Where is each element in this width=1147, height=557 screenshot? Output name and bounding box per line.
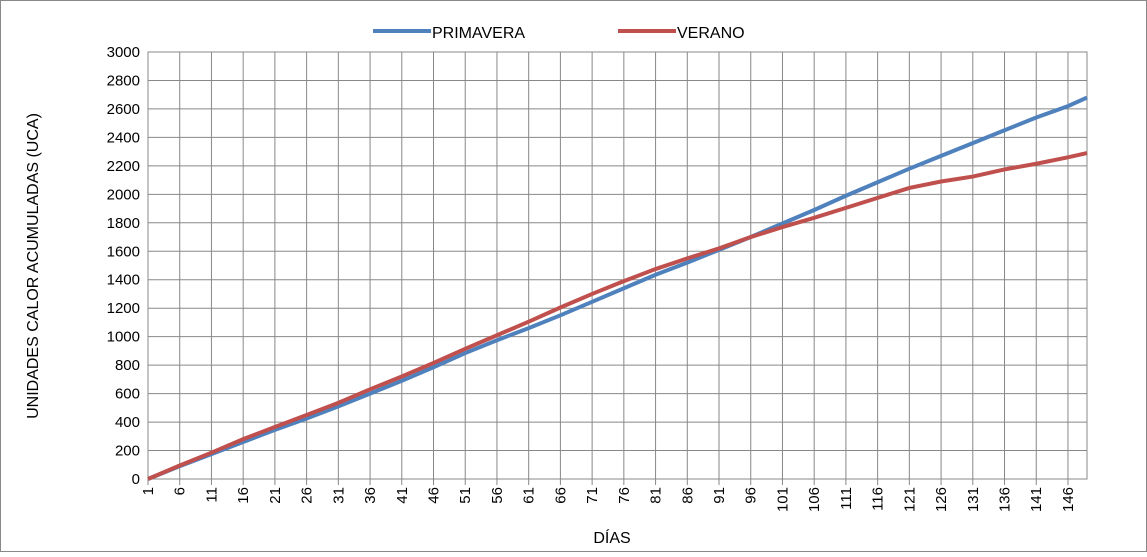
- x-tick-label: 91: [711, 487, 728, 504]
- x-tick-label: 21: [267, 487, 284, 504]
- y-tick-label: 1800: [107, 215, 140, 232]
- x-tick-label: 131: [965, 487, 982, 512]
- y-tick-label: 1600: [107, 243, 140, 260]
- x-tick-label: 56: [489, 487, 506, 504]
- legend-label: PRIMAVERA: [432, 25, 525, 42]
- plot-border: [147, 51, 1088, 480]
- line: [147, 95, 1088, 481]
- line: [147, 151, 1088, 481]
- y-tick-label: 800: [115, 357, 140, 374]
- y-tick-label: 2800: [107, 72, 140, 89]
- y-tick-label: 2400: [107, 129, 140, 146]
- x-tick-label: 26: [299, 487, 316, 504]
- y-tick-label: 2200: [107, 158, 140, 175]
- y-tick-label: 1200: [107, 300, 140, 317]
- x-tick-label: 116: [870, 487, 887, 511]
- y-tick-label: 2600: [107, 101, 140, 118]
- x-axis-label: DÍAS: [593, 528, 630, 547]
- x-tick-label: 86: [679, 487, 696, 504]
- y-tick-label: 0: [132, 471, 140, 488]
- x-tick-label: 41: [394, 487, 411, 504]
- x-tick-label: 111: [838, 487, 855, 510]
- x-tick-label: 146: [1060, 487, 1077, 512]
- y-tick-label: 2000: [107, 186, 140, 203]
- x-tick-label: 121: [901, 487, 918, 512]
- y-tick-label: 400: [115, 414, 140, 431]
- x-tick-label: 126: [933, 487, 950, 512]
- x-tick-label: 96: [743, 487, 760, 504]
- x-tick-label: 11: [203, 487, 220, 503]
- x-tick-label: 81: [648, 487, 665, 504]
- x-tick-label: 101: [774, 487, 791, 512]
- x-tick-label: 71: [584, 487, 601, 504]
- y-tick-label: 3000: [107, 44, 140, 61]
- x-tick-label: 16: [235, 487, 252, 504]
- x-tick-label: 136: [997, 487, 1014, 512]
- y-tick-label: 200: [115, 443, 140, 460]
- y-tick-label: 1000: [107, 329, 140, 346]
- x-tick-label: 141: [1028, 487, 1045, 512]
- x-tick-label: 1: [140, 487, 157, 495]
- legend-label: VERANO: [677, 25, 745, 42]
- x-tick-label: 46: [426, 487, 443, 504]
- x-tick-label: 106: [806, 487, 823, 512]
- x-tick-label: 31: [330, 487, 347, 504]
- x-tick-label: 61: [521, 487, 538, 504]
- x-tick-label: 36: [362, 487, 379, 504]
- x-tick-label: 51: [457, 487, 474, 504]
- y-axis-label: UNIDADES CALOR ACUMULADAS (UCA): [25, 113, 42, 419]
- y-tick-label: 600: [115, 386, 140, 403]
- x-tick-label: 6: [172, 487, 189, 495]
- x-tick-label: 76: [616, 487, 633, 504]
- x-tick-label: 66: [552, 487, 569, 504]
- y-tick-label: 1400: [107, 272, 140, 289]
